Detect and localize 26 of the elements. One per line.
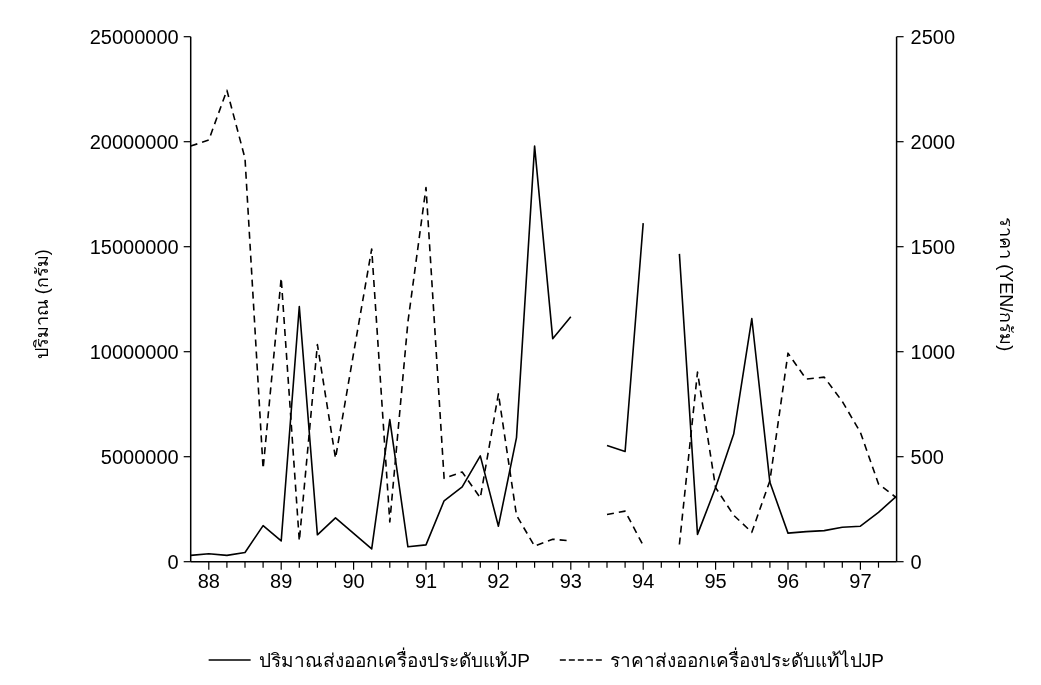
x-tick-label: 97 [849,569,872,592]
y2-axis-title: ราคา (YEN/กรัม) [996,217,1016,352]
x-tick-label: 89 [270,569,293,592]
y2-tick-label: 0 [910,550,922,573]
y-tick-label: 25000000 [89,25,179,48]
y2-tick-label: 2500 [910,25,956,48]
x-tick-label: 96 [776,569,800,592]
x-tick-label: 93 [559,569,582,592]
y-tick-label: 15000000 [89,235,179,258]
y-tick-label: 0 [167,550,179,573]
legend-label: ราคาส่งออกเครื่องประดับแท้ไปJP [609,647,885,671]
x-tick-label: 95 [704,569,727,592]
legend-label: ปริมาณส่งออกเครื่องประดับแท้JP [258,647,530,671]
y-tick-label: 5000000 [100,445,179,468]
x-tick-label: 91 [414,569,438,592]
y2-tick-label: 500 [910,445,944,468]
y-axis-title: ปริมาณ (กรัม) [32,249,52,360]
x-tick-label: 94 [632,569,655,592]
y2-tick-label: 1000 [910,340,956,363]
y2-tick-label: 2000 [910,130,956,153]
x-tick-label: 90 [342,569,365,592]
x-tick-label: 88 [197,569,220,592]
y-tick-label: 10000000 [89,340,179,363]
y-tick-label: 20000000 [89,130,179,153]
y2-tick-label: 1500 [910,235,956,258]
x-tick-label: 92 [487,569,510,592]
